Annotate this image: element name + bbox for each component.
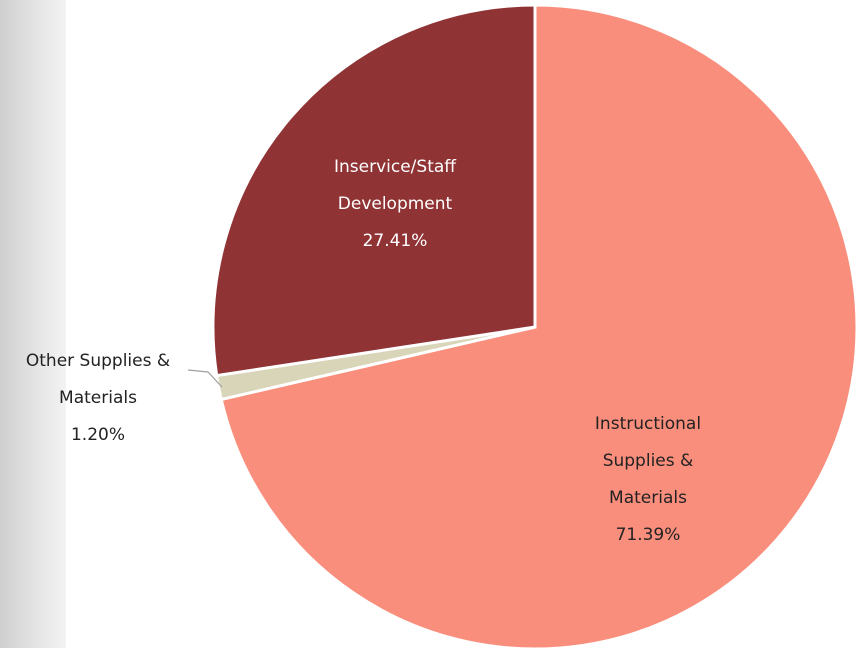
background-image xyxy=(0,0,66,648)
slice-value: 1.20% xyxy=(70,425,125,445)
data-label: Inservice/Staff Development 27.41% xyxy=(300,149,490,260)
slice-value: 71.39% xyxy=(615,525,681,545)
data-label: Other Supplies & Materials 1.20% xyxy=(3,343,193,454)
pie-slice xyxy=(211,3,537,378)
slice-name: Other Supplies & Materials xyxy=(25,351,171,408)
slice-name: Inservice/Staff Development xyxy=(334,157,456,214)
slice-value: 27.41% xyxy=(362,231,428,251)
pie-slice xyxy=(219,3,859,648)
leader-line xyxy=(187,369,223,388)
data-label: Instructional Supplies & Materials 71.39% xyxy=(573,406,723,554)
slice-name: Instructional Supplies & Materials xyxy=(594,414,702,508)
